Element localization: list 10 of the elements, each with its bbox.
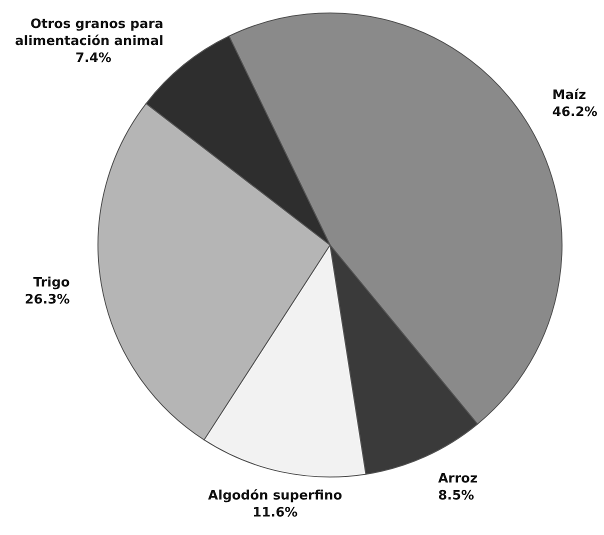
slice-label: Trigo <box>33 275 70 290</box>
slice-label: Algodón superfino <box>208 488 342 504</box>
data-label: 26.3% <box>24 292 70 308</box>
data-label: 11.6% <box>252 506 298 521</box>
data-label: 8.5% <box>438 488 474 504</box>
slice-label: Arroz <box>438 471 478 486</box>
data-label: 7.4% <box>75 51 112 66</box>
data-label: 46.2% <box>552 105 598 120</box>
slice-label: Otros granos para alimentación animal <box>15 17 164 50</box>
slice-label: Maíz <box>552 88 586 104</box>
